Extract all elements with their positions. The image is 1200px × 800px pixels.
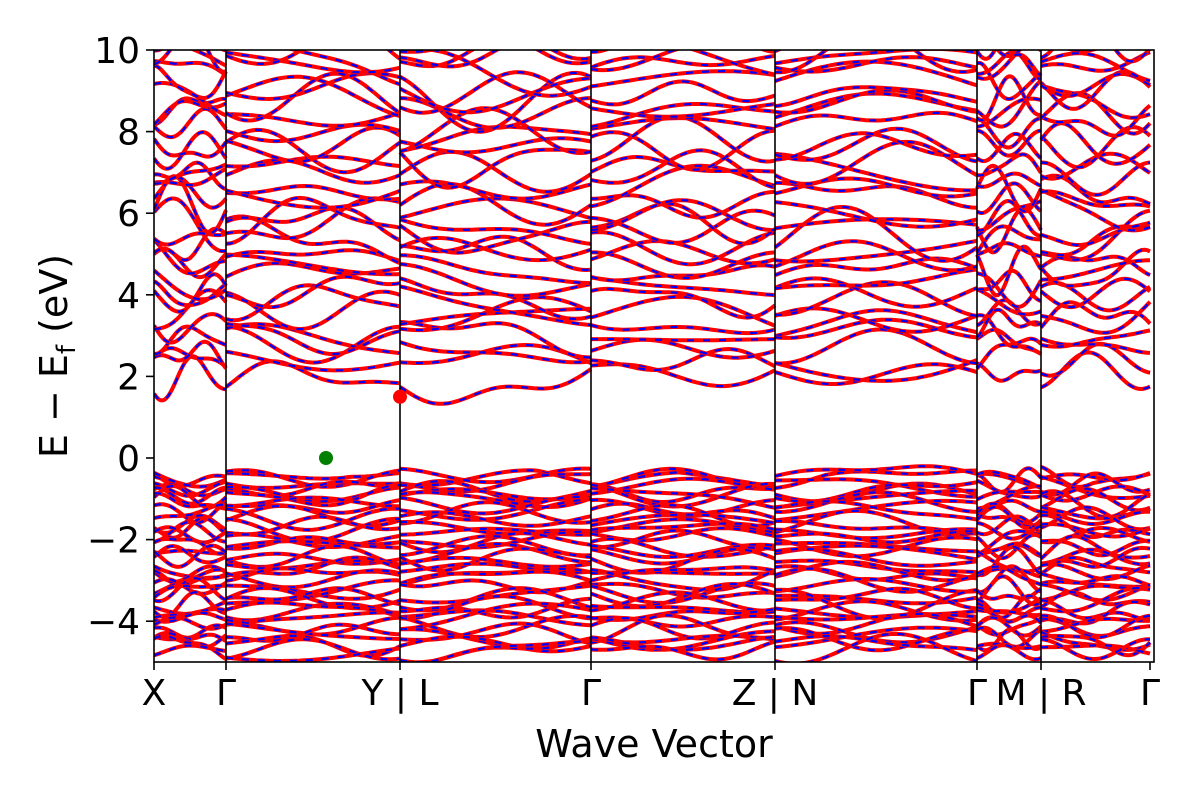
band-line-blue-dashed (154, 245, 1151, 297)
y-tick-label: 0 (117, 439, 140, 480)
band-line-blue-dashed (154, 351, 1151, 405)
y-tick-label: 6 (117, 194, 140, 235)
band-line-blue-dashed (154, 623, 1151, 651)
band-line-blue-dashed (154, 481, 1151, 510)
band-line-blue-dashed (154, 465, 1151, 489)
band-line-red (154, 0, 1150, 40)
band-line-blue-dashed (154, 325, 1151, 370)
band-line-blue-dashed (154, 500, 1150, 528)
x-tick-label: M | R (995, 673, 1086, 714)
band-line-blue-dashed (154, 522, 1151, 556)
band-line-red (154, 1, 1150, 47)
y-axis-ticks: −4 −2 0 2 4 6 8 10 (87, 31, 154, 643)
band-line-red (154, 555, 1151, 584)
band-line-blue-dashed (154, 288, 1151, 335)
band-line-blue-dashed (154, 544, 1151, 573)
x-axis-title: Wave Vector (535, 722, 773, 766)
band-line-blue-dashed (154, 50, 1151, 80)
x-tick-label: Γ (581, 673, 601, 714)
x-tick-label: Y | L (360, 673, 438, 714)
vbm-marker (319, 451, 333, 465)
x-tick-label: Γ (1140, 673, 1160, 714)
band-line-blue-dashed (154, 209, 1151, 266)
extremum-markers (319, 389, 407, 465)
band-line-blue-dashed (154, 591, 1150, 622)
band-line-blue-dashed (154, 515, 1151, 543)
band-line-red (154, 308, 1151, 360)
band-line-blue-dashed (154, 612, 1151, 644)
x-tick-label: Γ (967, 673, 987, 714)
band-line-blue-dashed (154, 280, 1151, 327)
band-line-blue-dashed (154, 575, 1151, 606)
band-line-blue-dashed (154, 149, 1151, 197)
band-line-blue-dashed (154, 490, 1151, 519)
cbm-marker (393, 389, 407, 404)
high-symmetry-lines (225, 50, 1042, 662)
band-line-red (154, 574, 1151, 607)
y-axis-title: E − Ef (eV) (32, 254, 82, 458)
band-line-blue-dashed (154, 514, 1151, 543)
y-tick-label: −4 (87, 602, 140, 643)
band-line-blue-dashed (154, 0, 1150, 40)
y-tick-label: 8 (117, 113, 140, 154)
plot-frame (153, 49, 1155, 663)
band-line-blue-dashed (154, 542, 1151, 569)
band-line-blue-dashed (154, 602, 1151, 636)
y-tick-label: −2 (87, 521, 140, 562)
band-lines (154, 0, 1152, 662)
x-tick-label: X (142, 673, 167, 714)
band-line-blue-dashed (154, 60, 1151, 114)
band-line-blue-dashed (154, 337, 1151, 382)
band-line-red (154, 279, 1152, 327)
band-line-blue-dashed (154, 582, 1151, 614)
band-line-blue-dashed (154, 483, 1151, 512)
band-line-blue-dashed (154, 505, 1151, 536)
band-line-blue-dashed (154, 309, 1151, 359)
x-tick-label: Z | N (732, 673, 819, 714)
band-line-blue-dashed (154, 50, 1151, 97)
y-tick-label: 2 (117, 357, 140, 398)
band-line-blue-dashed (154, 175, 1151, 245)
band-line-blue-dashed (154, 71, 1151, 133)
band-line-blue-dashed (154, 632, 1150, 662)
x-tick-label: Γ (216, 673, 236, 714)
band-line-blue-dashed (154, 248, 1151, 309)
band-line-blue-dashed (154, 1, 1150, 47)
y-tick-label: 4 (117, 276, 140, 317)
band-line-blue-dashed (154, 235, 1151, 277)
band-line-blue-dashed (154, 104, 1151, 155)
y-tick-label: 10 (94, 31, 140, 72)
